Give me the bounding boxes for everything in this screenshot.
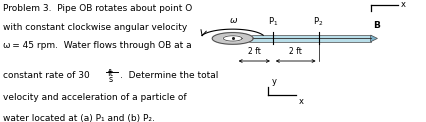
Text: y: y: [271, 77, 276, 86]
Text: ω = 45 rpm.  Water flows through OB at a: ω = 45 rpm. Water flows through OB at a: [3, 41, 192, 51]
Text: ft: ft: [107, 69, 113, 78]
Text: with constant clockwise angular velocity: with constant clockwise angular velocity: [3, 23, 187, 32]
Text: P$_1$: P$_1$: [267, 16, 277, 28]
Text: B: B: [372, 21, 379, 30]
Text: x: x: [298, 97, 303, 106]
Bar: [235, 35, 370, 42]
Text: constant rate of 30: constant rate of 30: [3, 71, 90, 80]
Polygon shape: [223, 36, 242, 41]
Text: x: x: [400, 0, 405, 9]
Text: s: s: [109, 75, 113, 84]
Polygon shape: [370, 35, 377, 42]
Polygon shape: [212, 33, 253, 44]
Text: P$_2$: P$_2$: [313, 16, 323, 28]
Text: velocity and acceleration of a particle of: velocity and acceleration of a particle …: [3, 93, 187, 102]
Text: .  Determine the total: . Determine the total: [120, 71, 218, 80]
Text: $\omega$: $\omega$: [228, 16, 237, 25]
Text: 2 ft: 2 ft: [288, 47, 302, 56]
Text: 2 ft: 2 ft: [247, 47, 260, 56]
Text: Problem 3.  Pipe OB rotates about point O: Problem 3. Pipe OB rotates about point O: [3, 4, 192, 13]
Text: water located at (a) P₁ and (b) P₂.: water located at (a) P₁ and (b) P₂.: [3, 114, 155, 122]
